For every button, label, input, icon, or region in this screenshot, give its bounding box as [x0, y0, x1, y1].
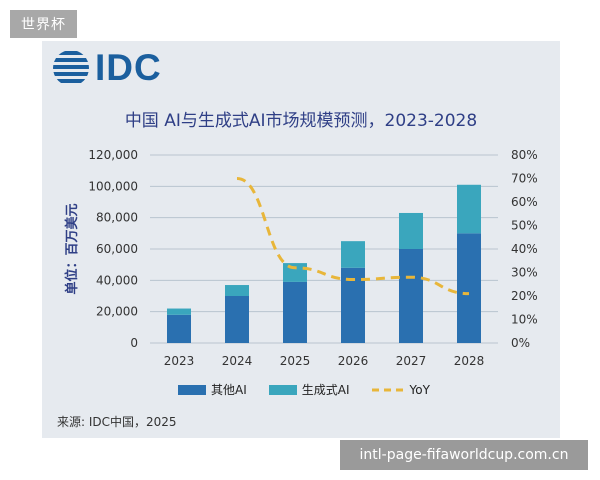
y2-tick-label: 80%: [511, 148, 538, 162]
logo-text: IDC: [95, 47, 162, 88]
bar-gen-ai: [399, 212, 423, 249]
globe-icon: [53, 51, 89, 83]
watermark: intl-page-fifaworldcup.com.cn: [340, 440, 588, 470]
bars: [167, 184, 481, 343]
bar-gen-ai: [225, 285, 249, 296]
legend-label-yoy: YoY: [409, 382, 430, 397]
bar-gen-ai: [457, 184, 481, 234]
bar-other-ai: [225, 296, 249, 343]
bar-other-ai: [399, 249, 423, 343]
legend-swatch-yoy: [371, 388, 404, 391]
legend-swatch-other-ai: [178, 384, 206, 395]
y2-tick-label: 30%: [511, 266, 538, 280]
y2-tick-label: 10%: [511, 313, 538, 327]
idc-logo: IDC: [52, 47, 162, 88]
y-tick-label: 80,000: [96, 211, 138, 225]
y2-tick-label: 0%: [511, 336, 530, 350]
x-tick-label: 2025: [280, 354, 311, 368]
bar-gen-ai: [341, 241, 365, 268]
x-tick-label: 2027: [396, 354, 427, 368]
grid: [150, 154, 498, 344]
y2-tick-label: 60%: [511, 195, 538, 209]
x-tick-label: 2028: [454, 354, 485, 368]
bar-gen-ai: [167, 308, 191, 315]
y-tick-label: 120,000: [88, 148, 138, 162]
legend-label-gen-ai: 生成式AI: [301, 383, 350, 397]
y2-tick-label: 40%: [511, 242, 538, 256]
x-tick-label: 2026: [338, 354, 369, 368]
y-tick-label: 0: [130, 336, 138, 350]
legend-item-yoy: YoY: [371, 382, 430, 397]
y-tick-label: 20,000: [96, 305, 138, 319]
y-tick-label: 40,000: [96, 273, 138, 287]
x-tick-label: 2023: [164, 354, 195, 368]
y2-tick-label: 20%: [511, 289, 538, 303]
legend-item-gen-ai: 生成式AI: [268, 381, 350, 398]
bar-other-ai: [283, 281, 307, 343]
yoy-line: [236, 177, 470, 296]
y-axis-label: 单位：百万美元: [64, 203, 80, 294]
y-tick-label: 60,000: [96, 242, 138, 256]
y-tick-label: 100,000: [88, 179, 138, 193]
legend-label-other-ai: 其他AI: [211, 383, 247, 397]
legend-item-other-ai: 其他AI: [178, 381, 247, 398]
source-note: 来源: IDC中国，2025: [57, 415, 177, 429]
legend-swatch-gen-ai: [268, 384, 297, 395]
legend: 其他AI 生成式AI YoY: [178, 381, 452, 398]
chart-title: 中国 AI与生成式AI市场规模预测，2023-2028: [125, 111, 477, 131]
bar-other-ai: [167, 314, 191, 343]
site-tag: 世界杯: [10, 10, 77, 38]
x-tick-label: 2024: [222, 354, 253, 368]
bar-gen-ai: [283, 263, 307, 282]
bar-other-ai: [457, 233, 481, 343]
axis-labels: 0 20,000 40,000 60,000 80,000 100,000 120,000 0…: [88, 148, 537, 368]
y2-tick-label: 50%: [511, 219, 538, 233]
y2-tick-label: 70%: [511, 172, 538, 186]
yoy-line-layer: [236, 177, 470, 296]
